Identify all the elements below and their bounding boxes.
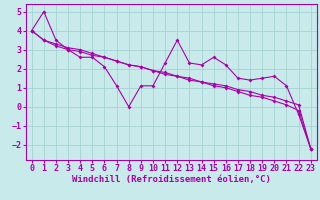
X-axis label: Windchill (Refroidissement éolien,°C): Windchill (Refroidissement éolien,°C) — [72, 175, 271, 184]
